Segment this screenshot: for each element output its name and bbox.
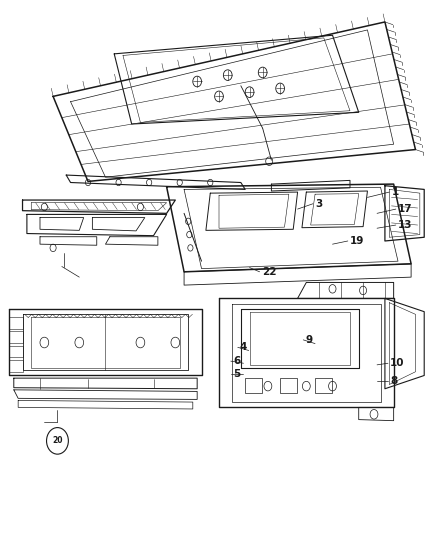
Text: 17: 17 — [398, 204, 413, 214]
Text: 22: 22 — [262, 267, 276, 277]
Text: 3: 3 — [315, 199, 322, 209]
Text: 5: 5 — [233, 369, 240, 379]
Text: 8: 8 — [390, 376, 397, 386]
Text: 4: 4 — [240, 342, 247, 352]
Text: 13: 13 — [398, 220, 413, 230]
Text: 20: 20 — [52, 437, 63, 446]
Text: 1: 1 — [392, 187, 399, 197]
Text: 9: 9 — [305, 335, 313, 345]
Text: 6: 6 — [233, 356, 240, 366]
Text: 10: 10 — [390, 358, 405, 368]
Bar — [245, 378, 262, 393]
Bar — [280, 378, 297, 393]
Bar — [315, 378, 332, 393]
Text: 19: 19 — [350, 236, 364, 246]
